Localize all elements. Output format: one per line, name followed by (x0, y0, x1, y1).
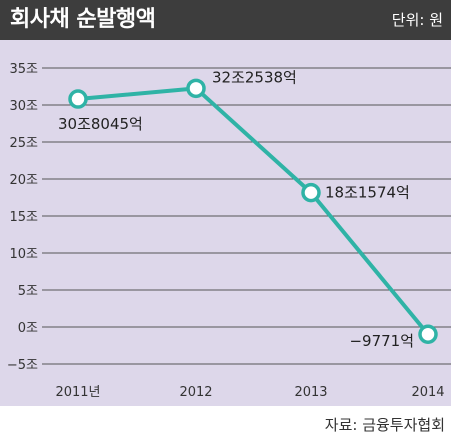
data-label: 30조8045억 (58, 115, 143, 133)
x-tick-label: 2013 (294, 385, 327, 400)
y-tick-label: 25조 (9, 136, 38, 151)
data-point (418, 324, 438, 344)
y-tick-label: 15조 (9, 210, 38, 225)
y-tick-label: 10조 (9, 247, 38, 262)
data-point (68, 89, 88, 109)
x-tick-label: 2012 (179, 385, 212, 400)
y-tick-label: 0조 (18, 321, 38, 336)
data-label: 32조2538억 (212, 68, 297, 86)
x-tick-label: 2011년 (55, 385, 100, 400)
series-line (76, 86, 430, 337)
chart-title: 회사채 순발행액 (10, 7, 156, 32)
y-tick-label: −5조 (7, 358, 38, 373)
data-label: 18조1574억 (325, 184, 410, 202)
chart-header: 회사채 순발행액 단위: 원 (0, 0, 451, 40)
source-label: 자료: 금융투자협회 (324, 416, 445, 434)
data-point (186, 78, 206, 99)
data-label: −9771억 (349, 332, 414, 350)
unit-label: 단위: 원 (391, 11, 443, 29)
data-point (301, 182, 321, 203)
y-tick-label: 35조 (9, 62, 38, 77)
y-tick-label: 5조 (18, 284, 38, 299)
x-tick-label: 2014 (411, 385, 444, 400)
chart-footer: 자료: 금융투자협회 (0, 406, 451, 441)
y-tick-label: 30조 (9, 99, 38, 114)
y-tick-label: 20조 (9, 173, 38, 188)
